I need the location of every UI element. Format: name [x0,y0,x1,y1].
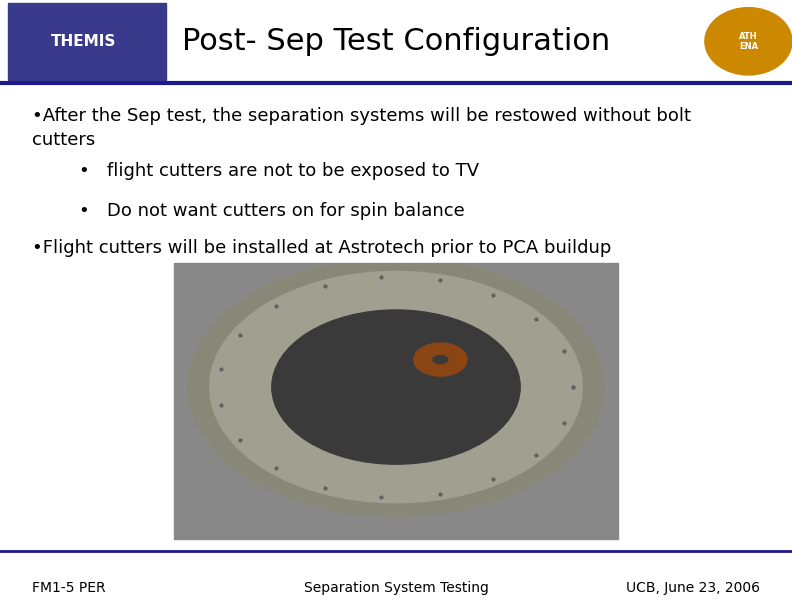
Circle shape [210,271,582,502]
Circle shape [705,8,792,75]
Text: •Flight cutters will be installed at Astrotech prior to PCA buildup: •Flight cutters will be installed at Ast… [32,239,611,256]
Bar [8,3,166,80]
Text: •   Do not want cutters on for spin balance: • Do not want cutters on for spin balanc… [79,202,465,220]
Circle shape [272,310,520,464]
Wedge shape [413,343,467,376]
Text: ATH
ENA: ATH ENA [739,32,758,51]
Text: UCB, June 23, 2006: UCB, June 23, 2006 [626,581,760,594]
Text: THEMIS: THEMIS [51,34,116,49]
Bar [174,263,618,539]
Text: •   flight cutters are not to be exposed to TV: • flight cutters are not to be exposed t… [79,162,479,180]
Wedge shape [188,258,604,517]
Text: Post- Sep Test Configuration: Post- Sep Test Configuration [182,27,610,56]
Bar [0,0,792,83]
Text: •After the Sep test, the separation systems will be restowed without bolt
cutter: •After the Sep test, the separation syst… [32,107,691,149]
Text: FM1-5 PER: FM1-5 PER [32,581,105,594]
Text: Separation System Testing: Separation System Testing [303,581,489,594]
